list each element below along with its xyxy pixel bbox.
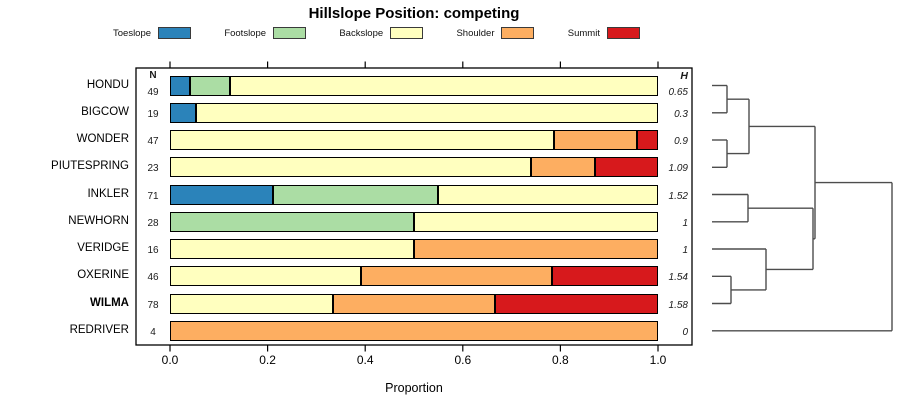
bar-segment-summit bbox=[495, 293, 658, 314]
n-value: 46 bbox=[147, 272, 159, 284]
h-value: 1 bbox=[682, 245, 688, 256]
legend-swatch bbox=[390, 27, 424, 39]
x-tick-label: 0.8 bbox=[552, 353, 569, 367]
h-value: 1 bbox=[682, 217, 688, 229]
bar-wilma bbox=[170, 293, 658, 314]
n-value: 16 bbox=[147, 245, 159, 256]
h-value: 0 bbox=[682, 326, 688, 338]
x-axis-title: Proportion bbox=[385, 381, 443, 395]
bar-segment-shoulder bbox=[170, 320, 658, 341]
bar-segment-summit bbox=[637, 130, 658, 150]
bar-segment-backslope bbox=[170, 130, 555, 150]
row-label-redriver: REDRIVER bbox=[69, 323, 129, 336]
bar-segment-backslope bbox=[414, 211, 658, 232]
row-label-wilma: WILMA bbox=[90, 296, 129, 309]
bar-segment-footslope bbox=[170, 211, 414, 232]
row-label-newhorn: NEWHORN bbox=[68, 214, 129, 227]
h-column-header: H bbox=[680, 70, 688, 82]
row-label-piutespring: PIUTESPRING bbox=[51, 160, 129, 173]
bar-segment-footslope bbox=[272, 184, 438, 205]
bar-segment-backslope bbox=[170, 293, 333, 314]
bar-newhorn bbox=[170, 211, 658, 232]
n-value: 47 bbox=[147, 136, 159, 147]
chart-title: Hillslope Position: competing bbox=[308, 5, 520, 22]
bar-segment-shoulder bbox=[554, 130, 637, 150]
x-tick-label: 0.4 bbox=[356, 353, 374, 367]
legend-swatch bbox=[501, 27, 535, 39]
h-value: 0.9 bbox=[674, 136, 688, 147]
bar-segment-toeslope bbox=[170, 184, 273, 205]
legend-item-shoulder: Shoulder bbox=[456, 27, 535, 39]
bar-piutespring bbox=[170, 157, 658, 178]
legend-label: Backslope bbox=[339, 27, 384, 39]
n-value: 4 bbox=[150, 326, 156, 338]
bar-segment-backslope bbox=[195, 102, 658, 123]
legend-label: Toeslope bbox=[113, 27, 152, 39]
x-tick-label: 0.0 bbox=[161, 353, 179, 367]
n-value: 49 bbox=[147, 86, 159, 98]
x-tick-label: 0.6 bbox=[454, 353, 472, 367]
bar-wonder bbox=[170, 130, 658, 150]
bar-segment-shoulder bbox=[360, 266, 553, 287]
bar-segment-toeslope bbox=[170, 102, 196, 123]
legend-swatch bbox=[158, 27, 192, 39]
bar-segment-shoulder bbox=[414, 239, 658, 259]
bar-segment-backslope bbox=[170, 239, 414, 259]
row-label-bigcow: BIGCOW bbox=[81, 105, 129, 118]
n-value: 71 bbox=[147, 190, 159, 202]
h-value: 1.52 bbox=[668, 190, 688, 202]
bar-segment-shoulder bbox=[530, 157, 595, 178]
legend-item-footslope: Footslope bbox=[224, 27, 307, 39]
h-value: 0.3 bbox=[674, 108, 688, 120]
bar-segment-summit bbox=[552, 266, 658, 287]
bar-segment-backslope bbox=[230, 75, 658, 96]
legend-item-backslope: Backslope bbox=[339, 27, 424, 39]
x-tick-label: 1.0 bbox=[649, 353, 667, 367]
n-column-header: N bbox=[149, 70, 157, 81]
bar-segment-shoulder bbox=[332, 293, 496, 314]
legend-label: Shoulder bbox=[456, 27, 495, 39]
row-label-veridge: VERIDGE bbox=[77, 242, 129, 254]
legend-item-toeslope: Toeslope bbox=[113, 27, 192, 39]
legend-swatch bbox=[273, 27, 307, 39]
h-value: 1.09 bbox=[668, 163, 688, 175]
n-value: 23 bbox=[147, 163, 159, 175]
row-label-wonder: WONDER bbox=[76, 133, 129, 145]
row-label-oxerine: OXERINE bbox=[77, 269, 129, 282]
h-value: 1.54 bbox=[668, 272, 688, 284]
legend-label: Footslope bbox=[224, 27, 267, 39]
h-value: 0.65 bbox=[668, 86, 688, 98]
h-value: 1.58 bbox=[668, 299, 688, 311]
legend-swatch bbox=[606, 27, 640, 39]
row-label-inkler: INKLER bbox=[87, 187, 129, 200]
row-label-hondu: HONDU bbox=[86, 78, 129, 91]
bar-redriver bbox=[170, 320, 658, 341]
n-value: 78 bbox=[147, 299, 159, 311]
legend: Toeslope Footslope Backslope Shoulder Summit bbox=[113, 26, 640, 40]
bar-segment-backslope bbox=[170, 266, 361, 287]
bar-segment-summit bbox=[594, 157, 658, 178]
n-value: 19 bbox=[147, 108, 159, 120]
bar-oxerine bbox=[170, 266, 658, 287]
bar-hondu bbox=[170, 75, 658, 96]
n-value: 28 bbox=[147, 217, 159, 229]
bar-segment-footslope bbox=[190, 75, 231, 96]
bar-inkler bbox=[170, 184, 658, 205]
bar-segment-backslope bbox=[437, 184, 658, 205]
legend-label: Summit bbox=[567, 27, 600, 39]
legend-item-summit: Summit bbox=[568, 27, 640, 39]
bar-bigcow bbox=[170, 102, 658, 123]
bar-veridge bbox=[170, 239, 658, 259]
x-tick-label: 0.2 bbox=[259, 353, 276, 367]
bar-segment-toeslope bbox=[170, 75, 190, 96]
bar-segment-backslope bbox=[170, 157, 531, 178]
